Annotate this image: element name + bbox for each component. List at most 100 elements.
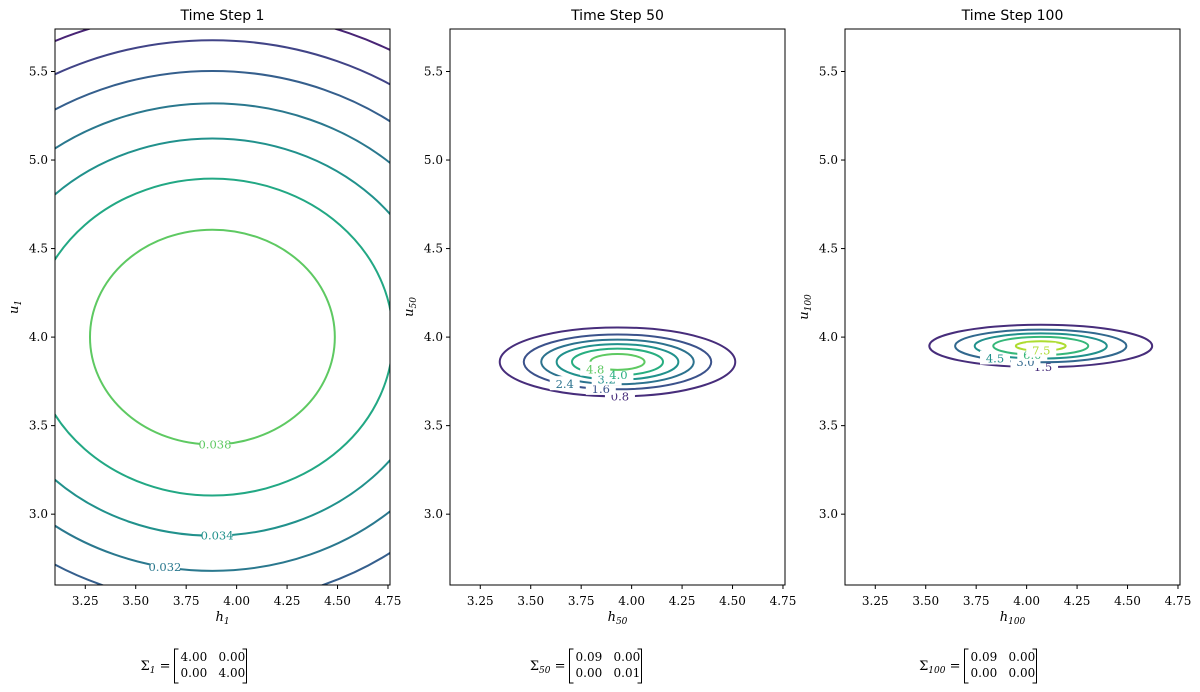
- contour-level-0.036: [55, 177, 390, 497]
- y-tick-label: 4.5: [819, 242, 838, 256]
- x-tick-label: 4.00: [1013, 594, 1040, 608]
- y-tick-label: 5.5: [819, 64, 838, 78]
- y-tick-label: 4.0: [819, 330, 838, 344]
- contour-lines: 0.032 0.034 0.038: [55, 29, 390, 585]
- matrix-entry: 0.00: [1009, 650, 1036, 664]
- x-tick-label: 4.75: [1165, 594, 1192, 608]
- x-axis-label: h100: [1000, 610, 1026, 627]
- x-tick-label: 3.75: [568, 594, 595, 608]
- matrix-entry: 4.00: [181, 650, 208, 664]
- x-tick-label: 3.25: [72, 594, 99, 608]
- matrix-entry: 0.09: [971, 650, 998, 664]
- plot-frame: [449, 28, 786, 586]
- panel-3: Time Step 100 1.53.04.56.07.5 3.25 3.50 3.75…: [797, 8, 1192, 684]
- y-axis-label-sub: 100: [804, 294, 814, 311]
- contour-lines: 0.81.62.43.24.04.8: [498, 326, 737, 403]
- covariance-sub: 100: [928, 666, 945, 676]
- contour-level-0.038: [88, 228, 336, 446]
- x-tick-label: 4.50: [719, 594, 746, 608]
- contour-level-0.034: [55, 137, 390, 537]
- contour-label: 0.038: [198, 437, 231, 451]
- matrix-entry: 0.00: [181, 666, 208, 680]
- x-tick-label: 4.50: [1114, 594, 1141, 608]
- x-tick-label: 4.25: [274, 594, 301, 608]
- contour-level-0.028: [55, 39, 390, 86]
- matrix-entry: 0.00: [1009, 666, 1036, 680]
- matrix-left-bracket: [964, 648, 969, 684]
- y-tick-label: 3.5: [424, 419, 443, 433]
- x-tick-label: 3.50: [912, 594, 939, 608]
- x-axis-label-sub: 50: [616, 617, 628, 627]
- covariance-sub: 50: [539, 666, 551, 676]
- covariance-sub: 1: [150, 666, 156, 676]
- x-tick-label: 4.50: [324, 594, 351, 608]
- y-tick-label: 5.0: [29, 153, 48, 167]
- x-tick-label: 3.25: [862, 594, 889, 608]
- x-axis-label: h1: [215, 610, 229, 627]
- y-tick-label: 3.0: [29, 507, 48, 521]
- y-tick-label: 3.5: [29, 419, 48, 433]
- x-tick-label: 3.75: [173, 594, 200, 608]
- y-axis-label: u1: [7, 300, 24, 314]
- matrix-right-bracket: [1032, 648, 1037, 684]
- matrix-right-bracket: [242, 648, 247, 684]
- matrix-entry: 0.00: [219, 650, 246, 664]
- contour-lines: 1.53.04.56.07.5: [928, 323, 1154, 374]
- y-tick-label: 5.0: [424, 153, 443, 167]
- panel-1: Time Step 1 0.032 0.034 0.038 3.25 3.50 3.75 4.…: [7, 8, 402, 684]
- contour-level-0.032: [55, 102, 390, 572]
- panel-title: Time Step 100: [961, 8, 1064, 24]
- covariance-symbol: Σ100 =: [919, 659, 960, 676]
- y-tick-label: 3.0: [424, 507, 443, 521]
- y-tick-label: 5.5: [424, 64, 443, 78]
- plot-frame: [844, 28, 1181, 586]
- y-axis-label-sub: 50: [409, 297, 419, 309]
- matrix-entry: 0.00: [614, 650, 641, 664]
- contour-label: 7.5: [1032, 344, 1050, 358]
- x-tick-label: 4.25: [669, 594, 696, 608]
- panel-2: Time Step 500.81.62.43.24.04.83.253.503.…: [402, 8, 797, 684]
- matrix-entry: 4.00: [219, 666, 246, 680]
- y-axis-label: u100: [797, 294, 814, 320]
- contour-level-0.8: [498, 326, 737, 398]
- contour-label: 4.5: [986, 352, 1004, 366]
- matrix-entry: 0.00: [971, 666, 998, 680]
- y-tick-label: 4.0: [424, 330, 443, 344]
- x-axis-label-sub: 1: [224, 617, 230, 627]
- y-tick-label: 3.0: [819, 507, 838, 521]
- contour-label: 0.032: [148, 560, 181, 574]
- contour-level-1.6: [522, 333, 713, 391]
- contour-label: 4.0: [609, 368, 627, 382]
- y-tick-label: 5.0: [819, 153, 838, 167]
- panel-title: Time Step 50: [570, 8, 664, 24]
- y-tick-label: 4.5: [424, 242, 443, 256]
- x-tick-label: 3.50: [517, 594, 544, 608]
- matrix-entry: 0.00: [576, 666, 603, 680]
- x-tick-label: 4.25: [1064, 594, 1091, 608]
- x-axis-label-sub: 100: [1008, 617, 1025, 627]
- x-tick-label: 3.75: [963, 594, 990, 608]
- contour-level-0.030: [55, 70, 390, 585]
- x-tick-label: 4.75: [770, 594, 797, 608]
- matrix-left-bracket: [174, 648, 179, 684]
- contour-label: 0.034: [201, 529, 234, 543]
- covariance-symbol: Σ50 =: [530, 659, 566, 676]
- contour-label: 2.4: [556, 377, 574, 391]
- x-tick-label: 4.00: [223, 594, 250, 608]
- y-tick-label: 3.5: [819, 419, 838, 433]
- matrix-entry: 0.01: [614, 666, 641, 680]
- x-tick-label: 4.00: [618, 594, 645, 608]
- y-axis-label: u50: [402, 297, 419, 317]
- plot-frame: [54, 28, 391, 586]
- x-tick-label: 4.75: [375, 594, 402, 608]
- y-tick-label: 5.5: [29, 64, 48, 78]
- x-axis-label: h50: [608, 610, 628, 627]
- contour-label: 4.8: [586, 363, 604, 377]
- covariance-symbol: Σ1 =: [141, 659, 171, 676]
- x-tick-label: 3.25: [467, 594, 494, 608]
- contour-level-0.026: [55, 29, 390, 52]
- y-tick-label: 4.5: [29, 242, 48, 256]
- y-tick-label: 4.0: [29, 330, 48, 344]
- x-tick-label: 3.50: [122, 594, 149, 608]
